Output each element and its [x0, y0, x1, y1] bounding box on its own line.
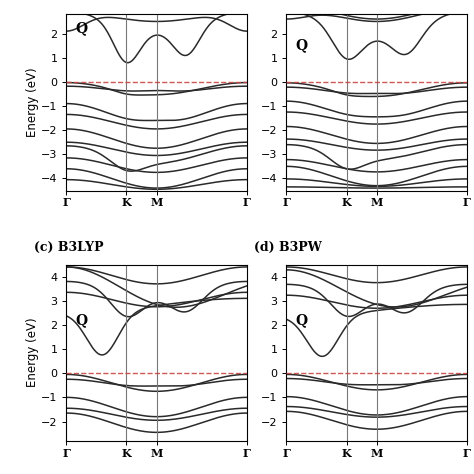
Y-axis label: Energy (eV): Energy (eV)	[27, 68, 39, 137]
Text: Q: Q	[75, 21, 88, 36]
Text: Q: Q	[295, 313, 308, 327]
Text: (c) B3LYP: (c) B3LYP	[34, 241, 103, 254]
Text: Q: Q	[295, 38, 308, 52]
Text: (d) B3PW: (d) B3PW	[254, 241, 322, 254]
Y-axis label: Energy (eV): Energy (eV)	[27, 318, 39, 387]
Text: Q: Q	[75, 313, 88, 327]
